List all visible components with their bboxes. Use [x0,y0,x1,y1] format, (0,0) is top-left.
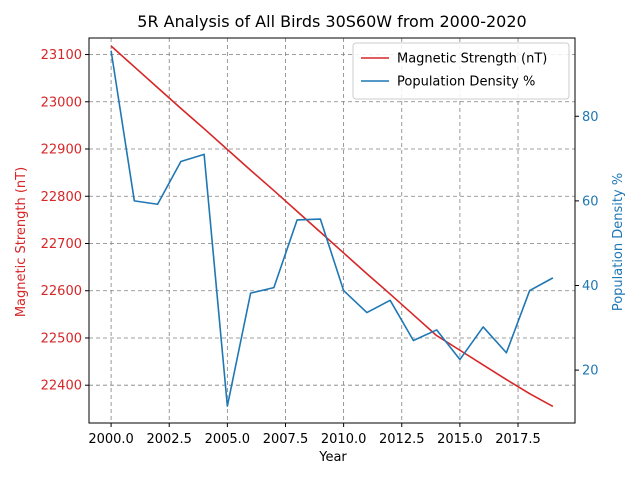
x-tick-label: 2002.5 [146,432,192,447]
y-left-tick-label: 22900 [41,143,82,158]
legend-label: Population Density % [397,75,535,90]
grid-lines [89,38,575,423]
x-tick-label: 2000.0 [88,432,134,447]
series-line-magnetic-strength [110,45,554,408]
x-tick-label: 2005.0 [205,432,251,447]
chart-title: 5R Analysis of All Birds 30S60W from 200… [137,12,526,31]
y-right-tick-label: 80 [582,110,599,125]
y-axis-right-label: Population Density % [611,173,626,311]
y-right-tick-label: 40 [582,279,599,294]
y-left-tick-label: 23100 [41,48,82,63]
y-left-tick-label: 22600 [41,284,82,299]
y-left-tick-label: 23000 [41,95,82,110]
legend-label: Magnetic Strength (nT) [397,52,547,67]
legend: Magnetic Strength (nT) Population Density… [352,42,570,100]
y-right-tick-label: 20 [582,364,599,379]
y-left-tick-label: 22500 [41,331,82,346]
series-line-population-density [110,50,554,407]
x-tick-label: 2017.5 [495,432,541,447]
y-left-tick-label: 22400 [41,379,82,394]
x-axis-label: Year [318,450,347,465]
x-tick-label: 2012.5 [379,432,425,447]
x-tick-label: 2010.0 [321,432,367,447]
plot-frame [88,37,576,424]
y-axis-left: 22400 22500 22600 22700 22800 22900 23000 23100 [41,48,89,394]
x-tick-label: 2015.0 [437,432,483,447]
y-left-tick-label: 22700 [41,237,82,252]
y-left-tick-label: 22800 [41,190,82,205]
x-tick-label: 2007.5 [263,432,309,447]
y-axis-right: 20 40 60 80 [575,110,599,379]
legend-box [352,42,570,100]
x-axis: 2000.0 2002.5 2005.0 2007.5 2010.0 2012.5 2015… [88,423,541,447]
y-right-tick-label: 60 [582,194,599,209]
series-layer [110,45,554,408]
y-axis-left-label: Magnetic Strength (nT) [14,167,29,317]
